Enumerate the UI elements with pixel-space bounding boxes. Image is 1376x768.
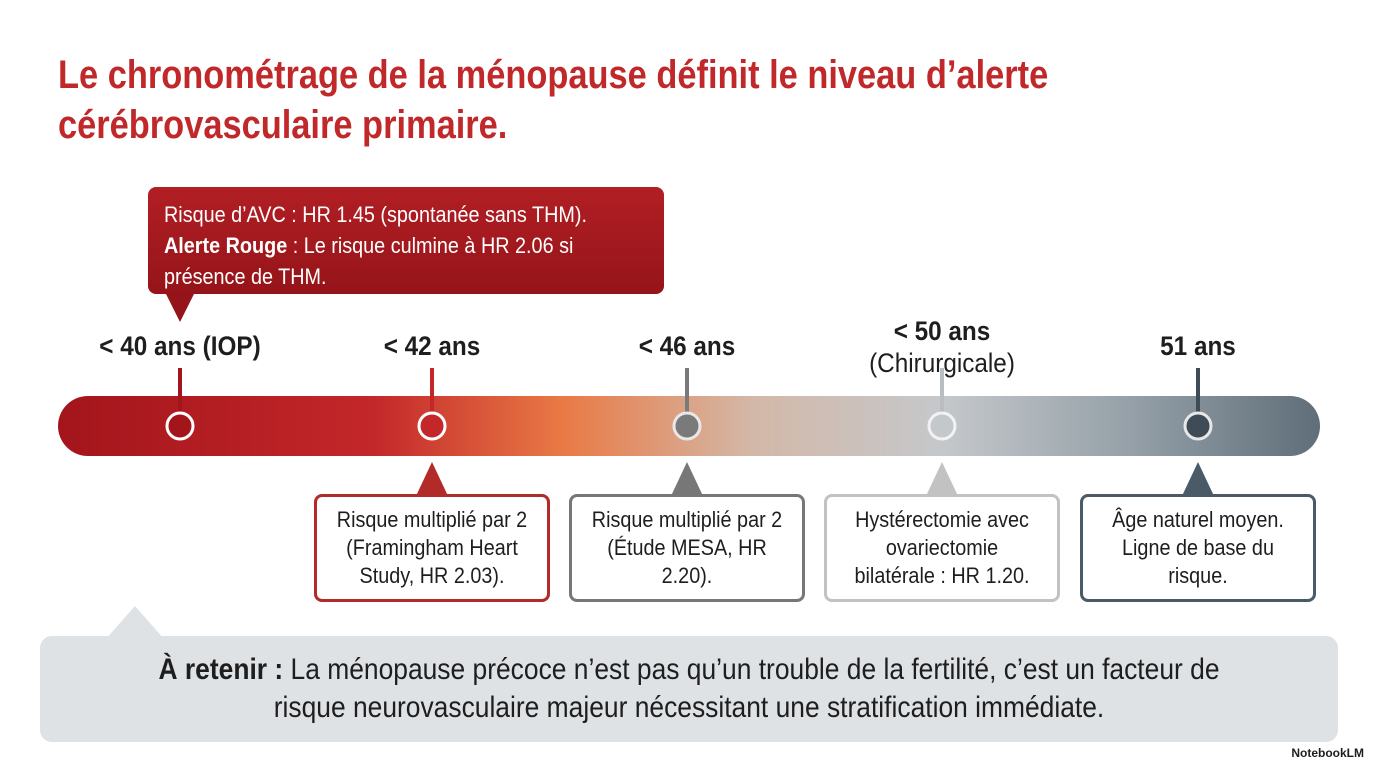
- callout-text: : Le risque culmine à HR 2.06 si présenc…: [164, 233, 574, 289]
- takeaway-emphasis: À retenir :: [158, 653, 284, 686]
- box-pointer: [671, 462, 703, 496]
- milestone-label: < 46 ans: [638, 331, 736, 361]
- detail-box: Hystérectomie avec ovariectomie bilatéra…: [824, 494, 1060, 602]
- milestone-sublabel: (Chirurgicale): [869, 348, 1015, 378]
- detail-text: Hystérectomie avec ovariectomie bilatéra…: [854, 507, 1030, 588]
- marker: [165, 411, 195, 441]
- takeaway: À retenir : La ménopause précoce n’est p…: [40, 636, 1338, 742]
- takeaway-pointer: [105, 606, 165, 640]
- detail-box: Âge naturel moyen. Ligne de base du risq…: [1080, 494, 1316, 602]
- title: Le chronométrage de la ménopause définit…: [58, 53, 1049, 147]
- takeaway-text: La ménopause précoce n’est pas qu’un tro…: [273, 653, 1220, 724]
- footer: NotebookLM: [1291, 746, 1364, 760]
- callout: Risque d’AVC : HR 1.45 (spontanée sans T…: [148, 187, 664, 294]
- box-pointer: [416, 462, 448, 496]
- marker: [672, 411, 702, 441]
- box-pointer: [926, 462, 958, 496]
- callout-emphasis: Alerte Rouge: [164, 233, 288, 258]
- marker: [1183, 411, 1213, 441]
- marker: [417, 411, 447, 441]
- milestone-label: 51 ans: [1160, 331, 1236, 361]
- milestone-label: < 50 ans: [893, 316, 991, 346]
- detail-text: Risque multiplié par 2 (Framingham Heart…: [336, 507, 528, 588]
- milestone-label: < 42 ans: [383, 331, 481, 361]
- marker: [927, 411, 957, 441]
- callout-line: Risque d’AVC : HR 1.45 (spontanée sans T…: [164, 202, 587, 227]
- detail-text: Âge naturel moyen. Ligne de base du risq…: [1112, 507, 1284, 588]
- detail-box: Risque multiplié par 2 (Étude MESA, HR 2…: [569, 494, 805, 602]
- box-pointer: [1182, 462, 1214, 496]
- detail-box: Risque multiplié par 2 (Framingham Heart…: [314, 494, 550, 602]
- callout-pointer: [165, 292, 195, 322]
- milestone-label: < 40 ans (IOP): [99, 331, 261, 361]
- detail-text: Risque multiplié par 2 (Étude MESA, HR 2…: [591, 507, 783, 588]
